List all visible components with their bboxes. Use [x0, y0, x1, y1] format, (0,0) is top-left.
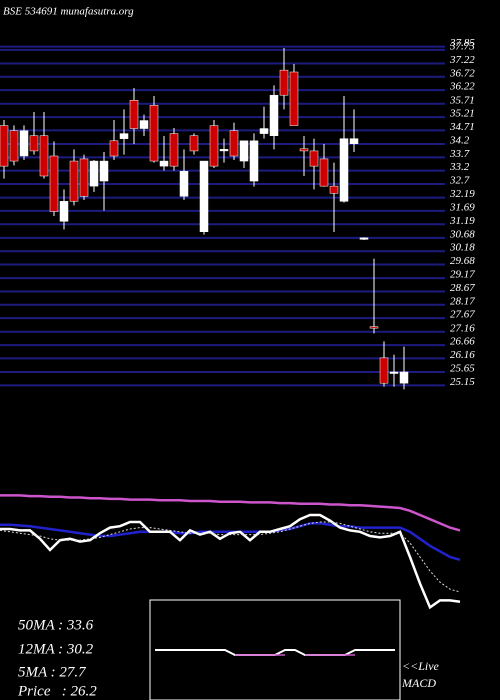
- y-tick-label: 35.71: [449, 94, 475, 106]
- candle-body: [49, 155, 59, 212]
- y-tick-label: 31.69: [449, 201, 475, 213]
- candle-body: [199, 160, 209, 232]
- candle-body: [129, 100, 139, 129]
- macd-panel: [155, 649, 395, 656]
- y-tick-label: 37.22: [449, 54, 475, 66]
- candle-body: [329, 185, 339, 194]
- candle-body: [69, 160, 79, 202]
- candle-body: [279, 69, 289, 96]
- candle-body: [19, 130, 29, 157]
- y-tick-label: 30.18: [449, 242, 475, 254]
- candle-body: [219, 149, 229, 152]
- y-tick-label: 28.67: [450, 282, 475, 294]
- ma12-label: 12MA : 30.2: [18, 641, 94, 657]
- candle-body: [39, 135, 49, 177]
- candle-body: [209, 125, 219, 167]
- candle-body: [249, 140, 259, 182]
- y-tick-label: 27.16: [450, 322, 475, 334]
- candle-body: [369, 326, 379, 329]
- candle-body: [59, 201, 69, 222]
- indicator-line: [0, 521, 461, 593]
- candle-body: [399, 371, 409, 384]
- candle-body: [259, 128, 269, 134]
- y-tick-label: 25.15: [450, 376, 475, 388]
- candle-body: [339, 138, 349, 202]
- macd-box: [149, 599, 401, 700]
- y-tick-label: 26.66: [450, 336, 475, 348]
- candle-body: [169, 133, 179, 167]
- candle-body: [139, 120, 149, 129]
- candle-body: [309, 150, 319, 167]
- candle-body: [119, 133, 129, 139]
- y-tick-label: 34.71: [449, 121, 475, 133]
- indicator-panel: [0, 494, 461, 610]
- y-tick-label: 25.65: [450, 363, 475, 375]
- candle-body: [289, 71, 299, 126]
- candle-body: [109, 140, 119, 157]
- y-tick-label: 28.17: [450, 295, 475, 307]
- candle-body: [359, 237, 369, 240]
- candle-body: [229, 130, 239, 157]
- candle-body: [99, 160, 109, 182]
- candle-body: [379, 357, 389, 384]
- candle-body: [29, 135, 39, 152]
- y-tick-label: 33.7: [449, 148, 470, 160]
- y-tick-label: 30.68: [449, 228, 475, 240]
- y-tick-label: 36.22: [449, 81, 475, 93]
- y-tick-label: 29.17: [450, 269, 475, 281]
- y-tick-label: 32.7: [449, 175, 470, 187]
- y-tick-label: 26.16: [450, 349, 475, 361]
- y-tick-label: 37.73: [449, 40, 475, 52]
- y-tick-label: 33.2: [449, 161, 470, 173]
- candle-body: [9, 130, 19, 162]
- y-tick-label: 29.68: [450, 255, 475, 267]
- chart-title: BSE 534691 munafasutra.org: [3, 6, 134, 18]
- y-tick-label: 37.85: [449, 37, 475, 49]
- y-tick-label: 27.67: [450, 309, 475, 321]
- y-tick-label: 36.72: [449, 67, 475, 79]
- candle-body: [319, 158, 329, 187]
- candle-body: [79, 158, 89, 197]
- candle-body: [0, 125, 9, 167]
- candle-body: [239, 140, 249, 162]
- candle-body: [149, 105, 159, 162]
- candle-body: [389, 371, 399, 374]
- live-label: <<Live: [402, 659, 440, 673]
- candle-body: [189, 135, 199, 152]
- price-label: Price : 26.2: [17, 683, 97, 699]
- indicator-line: [0, 494, 461, 532]
- indicator-line: [0, 522, 461, 562]
- candle-body: [159, 160, 169, 167]
- y-tick-label: 32.19: [449, 188, 475, 200]
- candle-body: [89, 160, 99, 187]
- candle-body: [299, 148, 309, 152]
- candle-body: [269, 94, 279, 136]
- y-tick-label: 31.19: [449, 215, 475, 227]
- ma50-label: 50MA : 33.6: [18, 617, 94, 633]
- macd-label: MACD: [401, 676, 436, 690]
- candle-body: [179, 170, 189, 197]
- candle-body: [349, 138, 359, 144]
- candles: [0, 48, 409, 390]
- y-tick-label: 34.2: [449, 135, 470, 147]
- ma5-label: 5MA : 27.7: [18, 664, 87, 680]
- y-tick-label: 35.21: [449, 108, 475, 120]
